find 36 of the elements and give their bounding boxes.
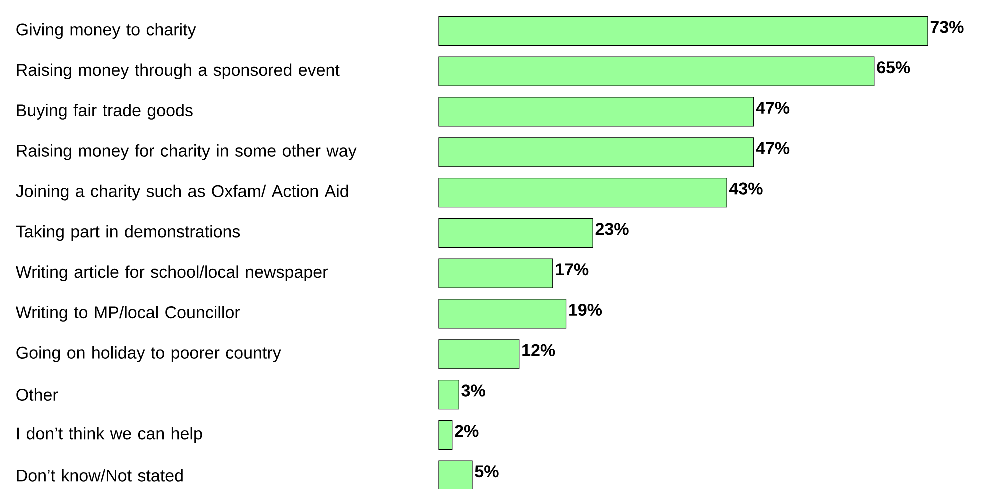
- bar: [438, 340, 520, 370]
- data-label: 17%: [556, 264, 589, 276]
- y-tick-label: I don’t think we can help: [17, 427, 202, 444]
- y-tick-label: Writing to MP/local Councillor: [16, 306, 240, 322]
- data-label: 73%: [930, 21, 964, 34]
- y-tick-label: Raising money through a sponsored event: [17, 64, 340, 80]
- y-tick-label: Buying fair trade goods: [17, 104, 193, 120]
- y-tick-label: Don’t know/Not stated: [17, 469, 183, 482]
- bar: [438, 97, 754, 127]
- bar: [438, 16, 928, 46]
- data-label: 47%: [756, 142, 790, 154]
- data-label: 3%: [462, 384, 486, 397]
- data-label: 43%: [729, 182, 763, 195]
- bar: [438, 218, 594, 248]
- bar: [438, 178, 728, 208]
- y-tick-label: Going on holiday to poorer country: [16, 346, 282, 362]
- bar: [438, 420, 453, 450]
- y-tick-label: Taking part in demonstrations: [16, 225, 240, 242]
- bar: [438, 460, 473, 489]
- bar: [438, 56, 875, 86]
- data-label: 65%: [877, 62, 910, 74]
- bar: [438, 138, 754, 168]
- bar: [438, 258, 554, 288]
- y-tick-label: Giving money to charity: [16, 23, 196, 40]
- y-tick-label: Raising money for charity in some other way: [17, 144, 357, 160]
- data-label: 12%: [522, 344, 556, 356]
- data-label: 47%: [756, 102, 790, 114]
- bar: [438, 380, 460, 410]
- y-tick-label: Joining a charity such as Oxfam/ Action Aid: [16, 184, 348, 201]
- bar: [438, 299, 567, 329]
- data-label: 5%: [475, 466, 499, 478]
- data-label: 19%: [570, 304, 602, 316]
- data-label: 2%: [455, 425, 479, 438]
- y-tick-label: Other: [16, 388, 58, 402]
- y-tick-label: Writing article for school/local newspaper: [16, 266, 328, 282]
- data-label: 23%: [596, 223, 629, 236]
